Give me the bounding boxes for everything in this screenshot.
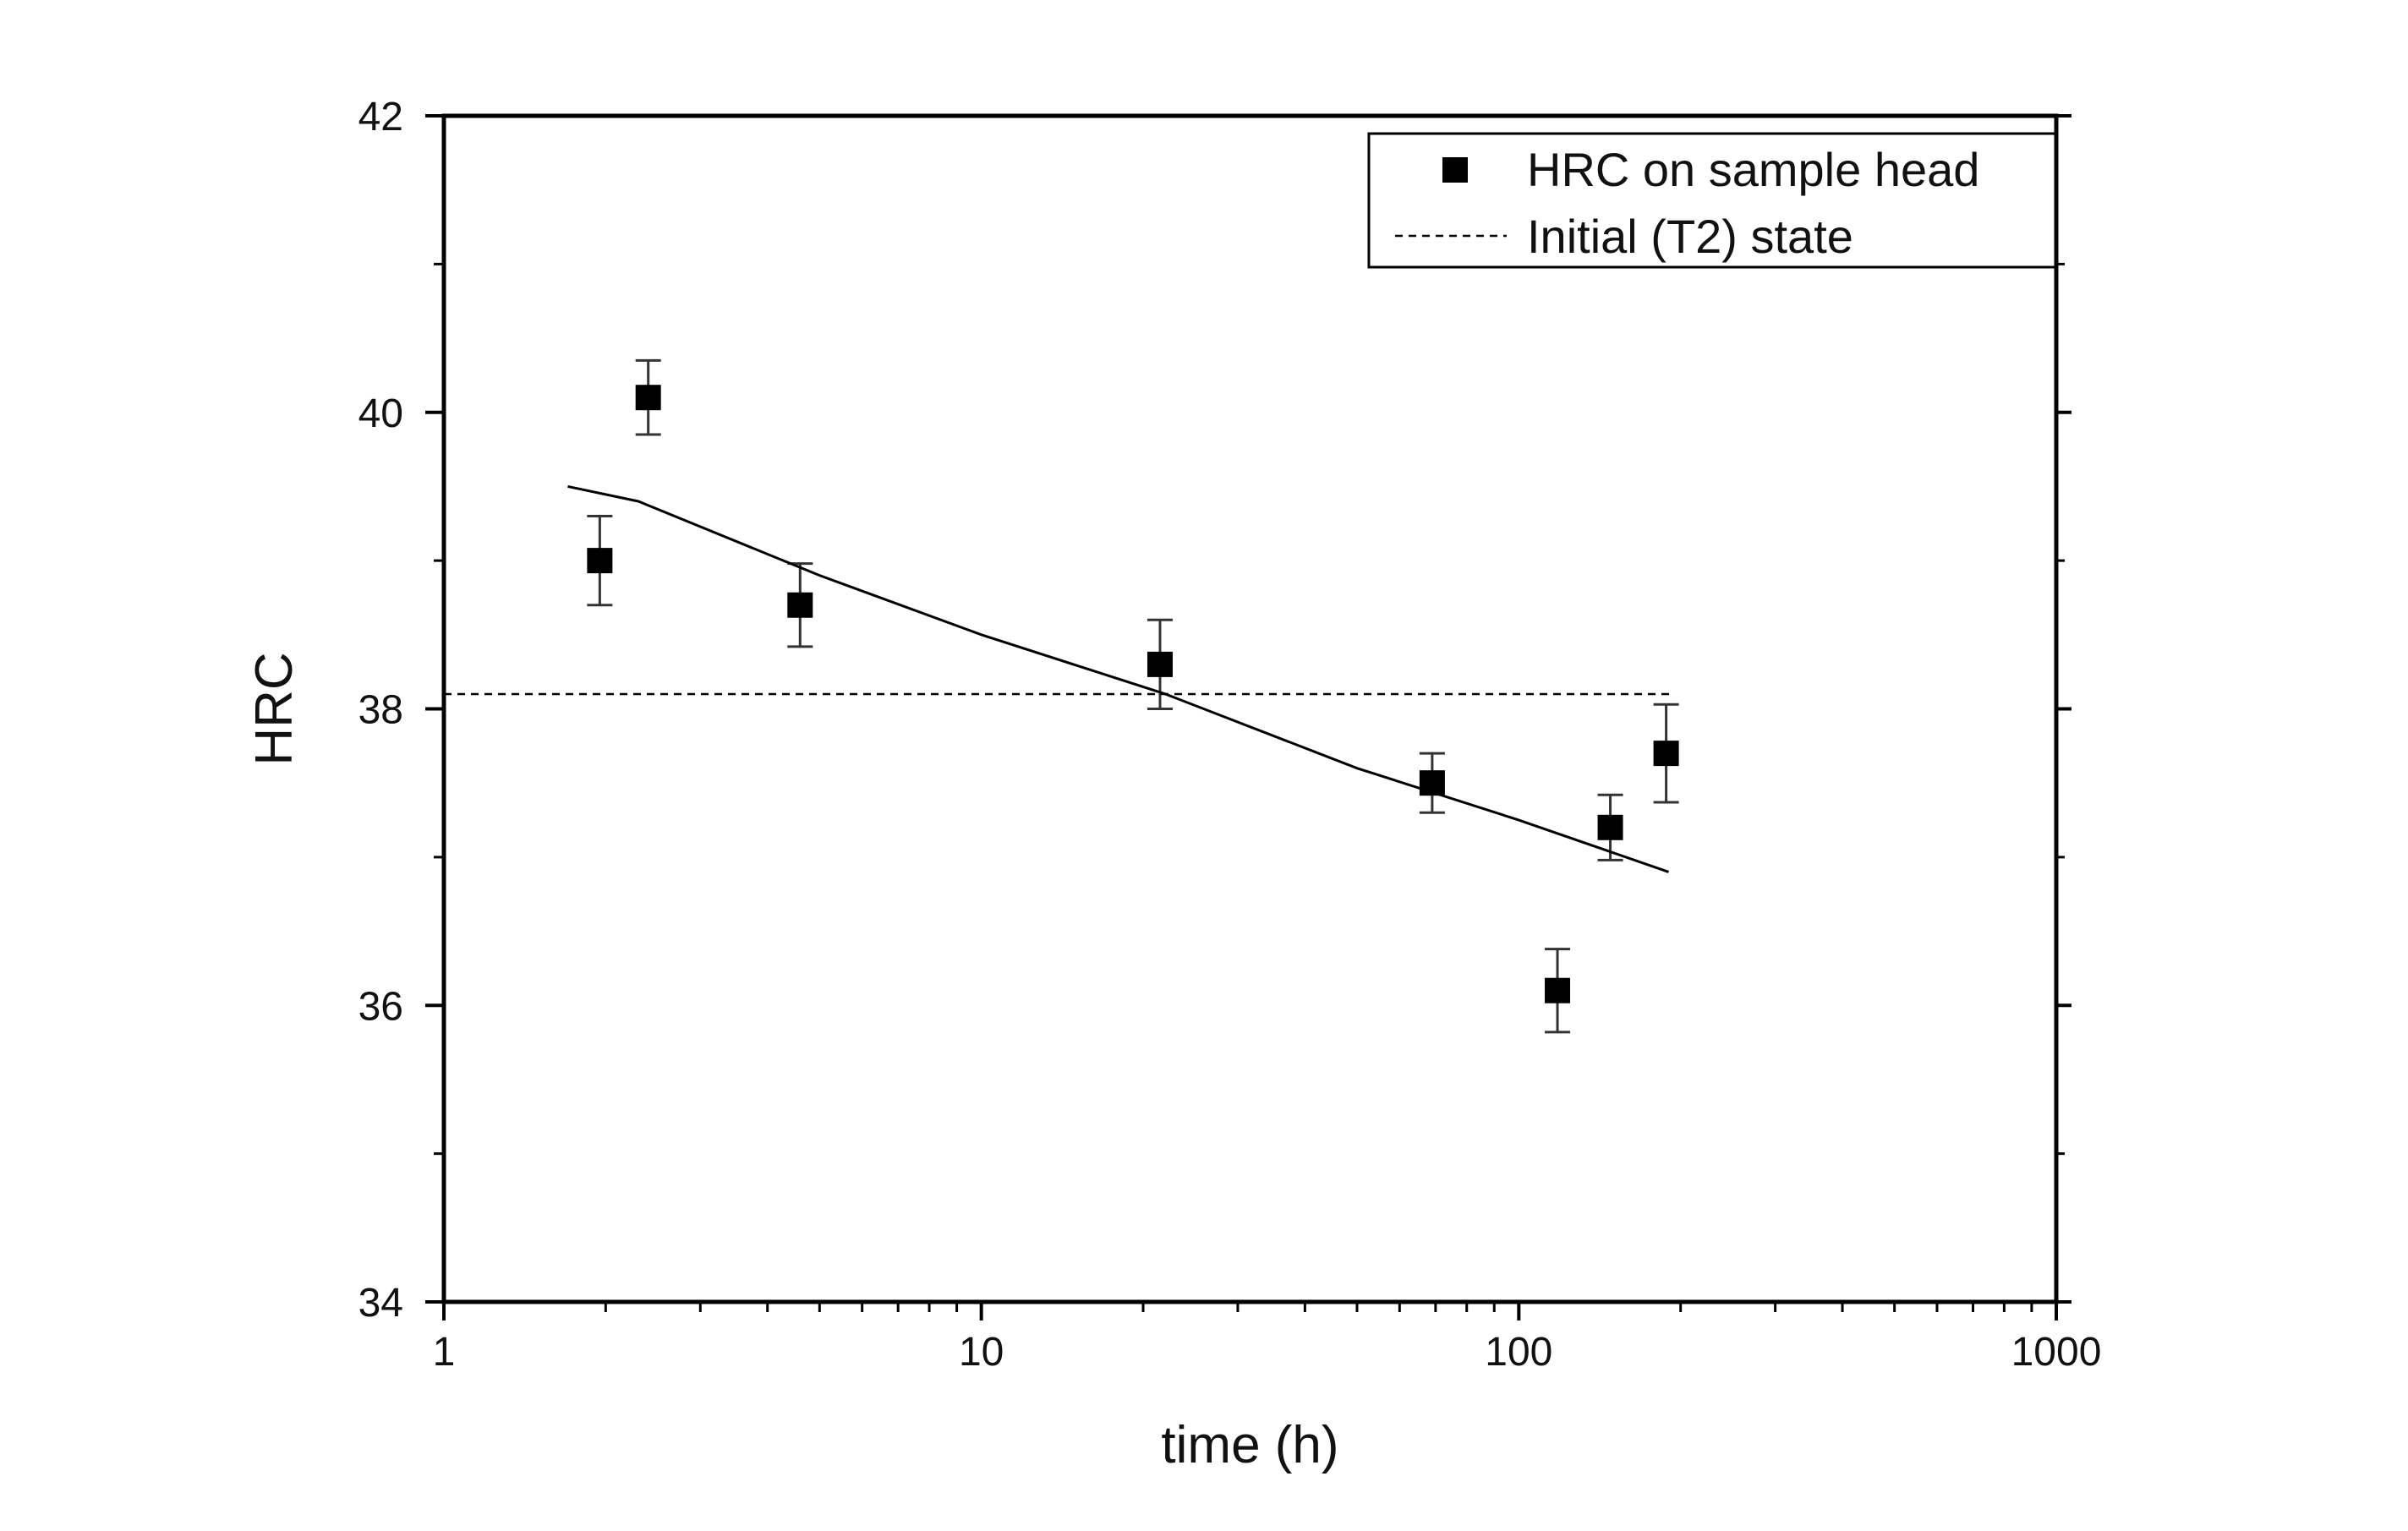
tick-labels: 34 36 38 40 42 1 10 100 1000 [358, 95, 2102, 1375]
y-tick-label: 34 [358, 1281, 403, 1326]
data-point [587, 548, 613, 574]
y-tick-label: 40 [358, 391, 403, 436]
y-tick-label: 36 [358, 984, 403, 1029]
trend-line [567, 484, 1670, 873]
legend-box [1367, 132, 2057, 269]
x-tick-label: 10 [959, 1330, 1004, 1375]
plot-frame [441, 113, 2059, 1304]
legend-label-scatter: HRC on sample head [1527, 143, 1979, 196]
y-axis-title: HRC [245, 652, 304, 765]
x-axis-title: time (h) [1161, 1416, 1338, 1474]
y-tick-label: 38 [358, 688, 403, 733]
y-tick-label: 42 [358, 95, 403, 139]
data-point [1597, 814, 1623, 840]
data-point [1653, 741, 1679, 767]
data-point [635, 385, 661, 411]
legend-marker-scatter [1442, 157, 1468, 183]
x-tick-label: 100 [1485, 1330, 1552, 1375]
series-layer [444, 358, 1679, 1034]
x-tick-label: 1000 [2011, 1330, 2102, 1375]
data-point [1147, 651, 1173, 677]
x-tick-label: 1 [433, 1330, 456, 1375]
data-point [787, 592, 813, 618]
major-ticks [425, 114, 2071, 1320]
data-point [1545, 977, 1571, 1003]
legend-label-dashed: Initial (T2) state [1527, 210, 1853, 263]
legend: HRC on sample head Initial (T2) state [1367, 132, 2057, 269]
